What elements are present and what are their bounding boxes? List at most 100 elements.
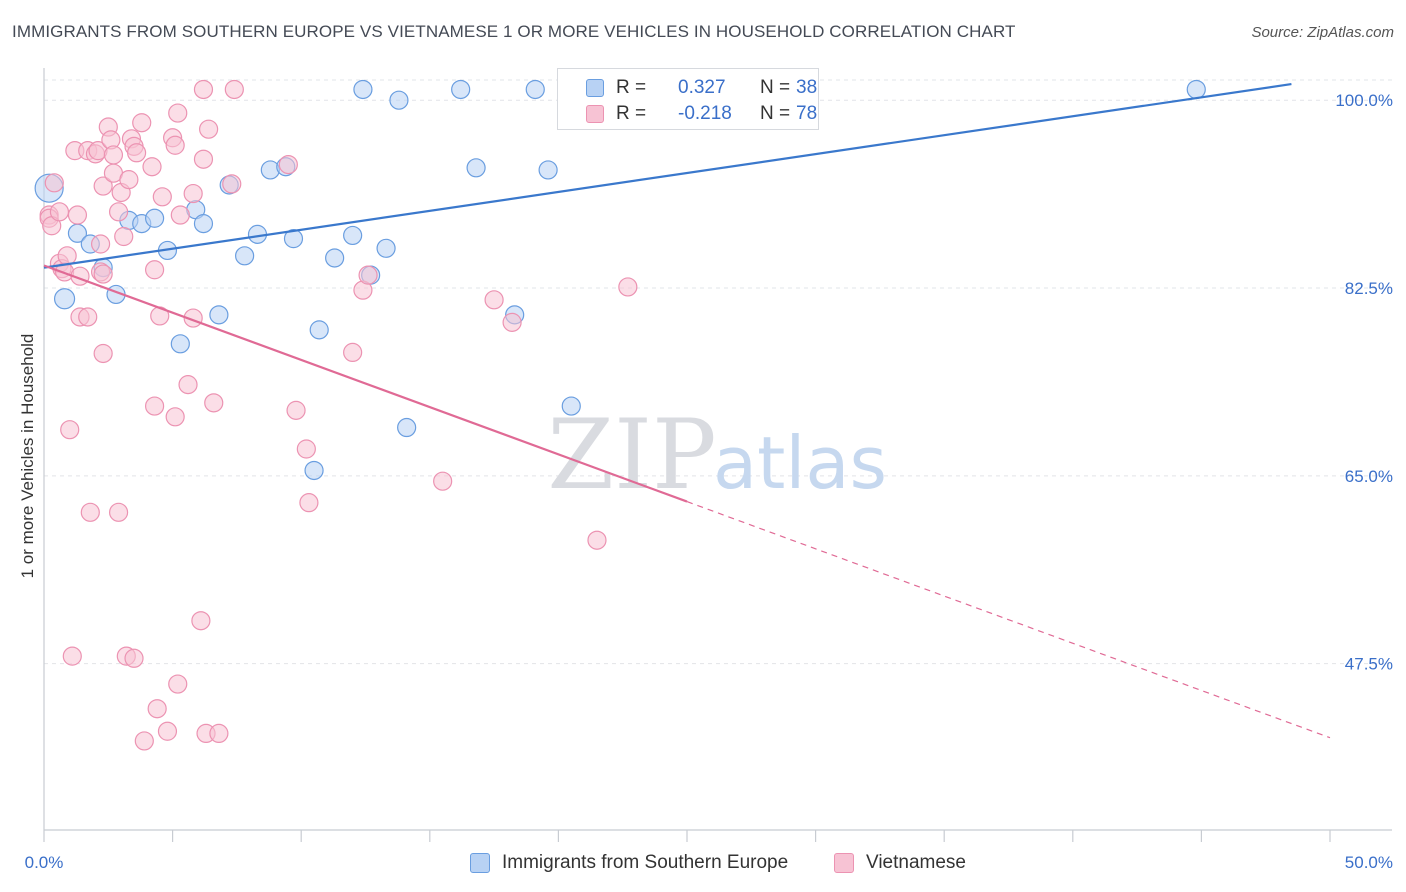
point-vietnamese [165, 135, 185, 155]
point-southern-europe [525, 79, 545, 100]
point-southern-europe [235, 246, 255, 266]
point-vietnamese [343, 342, 363, 363]
point-vietnamese [152, 187, 172, 207]
point-southern-europe [538, 160, 558, 180]
bottom-legend-swatch-pink [834, 853, 854, 873]
point-southern-europe [397, 417, 417, 438]
point-vietnamese [224, 79, 244, 100]
point-vietnamese [286, 400, 306, 420]
series-vietnamese-points [39, 79, 638, 751]
point-vietnamese [144, 260, 165, 280]
point-southern-europe [1186, 79, 1206, 100]
point-southern-europe [466, 158, 486, 178]
series-southern-europe-points [34, 79, 1206, 481]
point-vietnamese [168, 103, 188, 123]
y-tick-label: 100.0% [1335, 91, 1393, 110]
point-vietnamese [78, 307, 98, 327]
point-southern-europe [389, 90, 409, 110]
point-vietnamese [134, 731, 154, 751]
point-vietnamese [502, 312, 522, 332]
point-vietnamese [484, 290, 504, 310]
point-vietnamese [62, 646, 82, 666]
point-southern-europe [170, 334, 190, 354]
point-vietnamese [108, 202, 129, 222]
point-southern-europe [353, 79, 373, 100]
legend-r-value: -0.218 [678, 103, 732, 124]
point-vietnamese [587, 530, 607, 550]
stats-legend: R = 0.327 N = 38 R = -0.218 N = 78 [557, 68, 819, 130]
point-vietnamese [90, 234, 111, 254]
point-vietnamese [114, 226, 134, 247]
point-vietnamese [49, 202, 70, 222]
point-southern-europe [561, 396, 581, 416]
point-southern-europe [260, 160, 280, 180]
point-vietnamese [193, 79, 214, 100]
point-southern-europe [304, 460, 324, 481]
x-tick-label: 0.0% [25, 853, 64, 872]
trend-line-southern-europe [43, 83, 1292, 269]
point-vietnamese [157, 721, 178, 741]
point-southern-europe [209, 305, 229, 325]
point-vietnamese [57, 246, 77, 266]
point-vietnamese [170, 205, 190, 225]
y-tick-label: 65.0% [1345, 467, 1393, 486]
point-vietnamese [126, 143, 147, 163]
legend-r-label: R = [616, 103, 647, 124]
legend-r-label: R = [616, 77, 647, 98]
point-southern-europe [283, 229, 304, 249]
point-vietnamese [60, 420, 80, 440]
x-tick-label: 50.0% [1345, 853, 1393, 872]
point-vietnamese [103, 145, 124, 165]
y-tick-label: 47.5% [1345, 655, 1393, 674]
y-tick-label: 82.5% [1345, 279, 1393, 298]
point-vietnamese [204, 393, 224, 413]
point-vietnamese [209, 723, 229, 744]
point-vietnamese [67, 205, 88, 225]
watermark-zip: ZIP [547, 399, 716, 511]
bottom-legend-label: Immigrants from Southern Europe [502, 852, 789, 873]
legend-n-value: 78 [796, 103, 818, 124]
point-vietnamese [299, 493, 319, 513]
point-vietnamese [147, 699, 167, 719]
point-vietnamese [132, 113, 152, 133]
point-vietnamese [124, 648, 144, 668]
point-vietnamese [178, 375, 198, 395]
point-vietnamese [142, 157, 162, 177]
legend-n-label: N = [760, 103, 791, 124]
point-southern-europe [309, 320, 329, 340]
point-vietnamese [93, 176, 113, 196]
point-southern-europe [144, 208, 165, 228]
legend-swatch-blue [586, 79, 604, 97]
point-vietnamese [165, 407, 185, 427]
point-southern-europe [451, 79, 471, 100]
point-vietnamese [278, 154, 298, 175]
trend-lines [43, 83, 1331, 739]
point-southern-europe [343, 225, 363, 246]
point-vietnamese [93, 343, 113, 364]
point-vietnamese [80, 502, 100, 522]
legend-r-value: 0.327 [678, 77, 726, 98]
point-vietnamese [296, 439, 316, 459]
trend-line-vietnamese-extension [686, 501, 1331, 739]
watermark-atlas: atlas [713, 421, 887, 505]
trend-line-vietnamese [43, 264, 688, 503]
point-southern-europe [376, 238, 396, 258]
point-southern-europe [193, 214, 214, 234]
point-vietnamese [199, 119, 219, 139]
watermark: ZIP atlas [547, 399, 887, 511]
legend-swatch-pink [586, 105, 604, 123]
bottom-legend-swatch-blue [470, 853, 490, 873]
point-vietnamese [193, 149, 214, 169]
point-vietnamese [168, 674, 188, 694]
point-vietnamese [44, 173, 64, 193]
tick-labels: 47.5% 65.0% 82.5% 100.0% 0.0% 50.0% [25, 91, 1393, 872]
point-vietnamese [119, 170, 139, 190]
point-vietnamese [183, 183, 203, 204]
point-vietnamese [108, 502, 129, 522]
point-vietnamese [433, 471, 453, 491]
source-label: Source: ZipAtlas.com [1251, 24, 1394, 41]
point-vietnamese [144, 396, 165, 416]
legend-n-value: 38 [796, 77, 818, 98]
point-southern-europe [53, 288, 76, 310]
